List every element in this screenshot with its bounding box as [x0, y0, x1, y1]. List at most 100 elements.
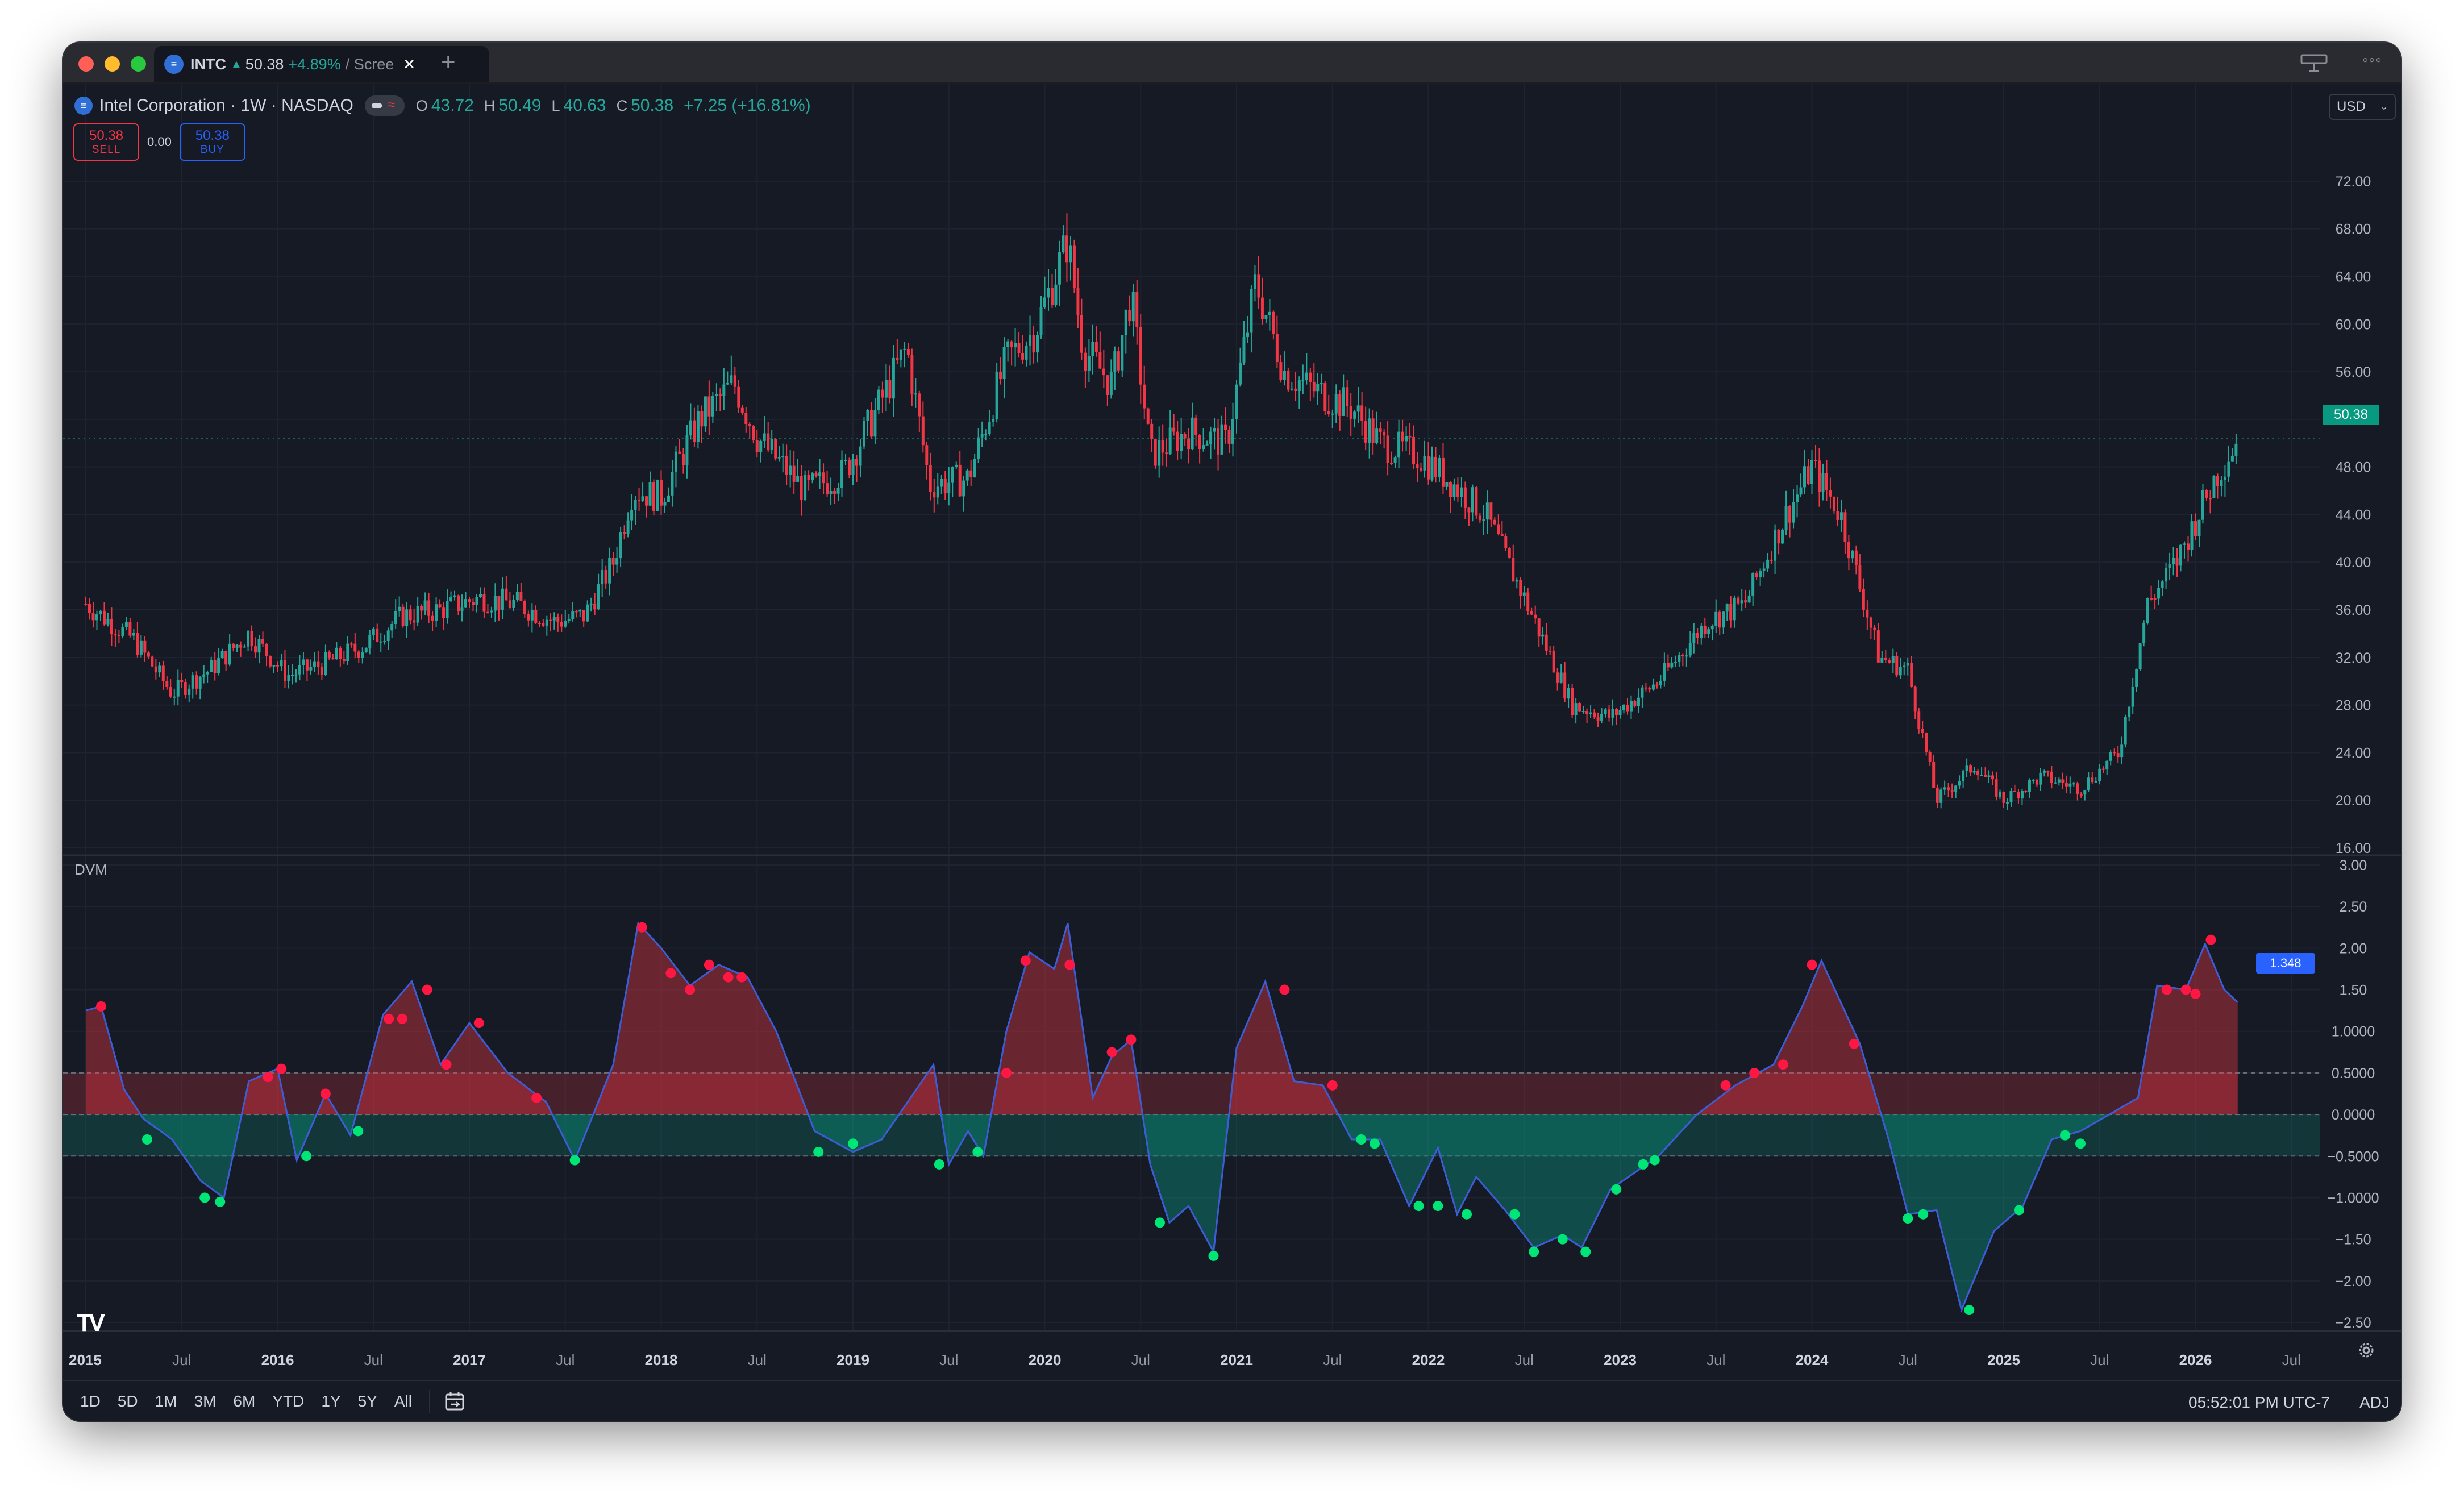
candle-body [2079, 794, 2083, 796]
layout-icon[interactable] [2300, 53, 2328, 73]
candle-body [346, 643, 349, 662]
candle-body [578, 610, 582, 612]
dvm-tick-label: −2.00 [2335, 1274, 2371, 1289]
candle-body [121, 627, 124, 636]
candle-body [523, 601, 526, 614]
range-1d[interactable]: 1D [80, 1392, 101, 1410]
candle-body [1969, 765, 1972, 773]
candle-body [2017, 791, 2020, 799]
candle-body [2013, 791, 2016, 792]
currency-selector[interactable]: USD ⌄ [2329, 94, 2396, 120]
candle-body [1854, 550, 1858, 565]
candle-body [1917, 711, 1921, 729]
time-tick-label: Jul [172, 1351, 191, 1368]
candle-body [1493, 519, 1496, 525]
candle-body [763, 433, 766, 441]
new-tab-icon[interactable]: + [441, 48, 456, 76]
minimize-window-button[interactable] [105, 56, 120, 72]
candle-body [1925, 733, 1928, 752]
candle-body [1260, 297, 1264, 319]
candle-body [925, 445, 929, 465]
candle-body [313, 661, 316, 667]
dvm-cold-dot [2014, 1205, 2024, 1216]
dvm-tick-label: −0.5000 [2327, 1149, 2379, 1164]
candle-body [1434, 456, 1437, 477]
time-tick-label: Jul [1707, 1351, 1725, 1368]
candle-body [1987, 775, 1991, 777]
candle-body [261, 639, 265, 644]
sell-button[interactable]: 50.38 SELL [73, 123, 139, 161]
range-6m[interactable]: 6M [233, 1392, 256, 1410]
tab-close-icon[interactable]: ✕ [403, 55, 416, 73]
range-1m[interactable]: 1M [155, 1392, 177, 1410]
candle-body [1227, 430, 1231, 444]
date-range-icon[interactable] [444, 1391, 467, 1412]
candle-body [2050, 771, 2053, 783]
candle-body [1571, 688, 1574, 715]
buy-button[interactable]: 50.38 BUY [179, 123, 245, 161]
dvm-cold-dot [1529, 1246, 1539, 1257]
candle-body [2024, 791, 2028, 792]
candle-body [206, 672, 209, 675]
candle-body [1017, 343, 1021, 353]
legend-toggle-button[interactable]: ≈ [364, 95, 405, 116]
candle-body [1954, 785, 1958, 792]
candle-body [851, 458, 855, 475]
range-5y[interactable]: 5Y [357, 1392, 377, 1410]
range-1y[interactable]: 1Y [321, 1392, 341, 1410]
candle-body [755, 440, 759, 452]
chart-legend: ≡ Intel Corporation · 1W · NASDAQ ≈ O 43.… [74, 93, 821, 119]
candle-body [2120, 744, 2124, 758]
dvm-hot-dot [1849, 1038, 1859, 1049]
candle-body [1456, 484, 1459, 497]
candle-body [1054, 284, 1058, 305]
range-all[interactable]: All [394, 1392, 412, 1410]
sell-label: SELL [91, 144, 121, 156]
candle-body [826, 483, 829, 494]
more-options-icon[interactable]: ◦◦◦ [2362, 51, 2382, 69]
close-window-button[interactable] [78, 56, 94, 72]
dvm-hot-dot [1327, 1080, 1338, 1091]
range-5d[interactable]: 5D [117, 1392, 138, 1410]
candle-body [1072, 245, 1076, 288]
range-ytd[interactable]: YTD [272, 1392, 305, 1410]
candle-body [280, 660, 283, 667]
tradingview-logo-icon[interactable]: TV [77, 1309, 105, 1337]
candle-body [2083, 790, 2087, 795]
candle-body [449, 597, 453, 601]
candle-body [99, 610, 102, 615]
candle-body [1626, 705, 1629, 712]
candle-body [2205, 490, 2208, 498]
candle-body [147, 652, 150, 657]
app-window: ≡ INTC ▲ 50.38 +4.89% / Scree ✕ + ◦◦◦ 16… [63, 43, 2401, 1421]
candle-body [1972, 771, 1976, 773]
candle-body [2212, 476, 2216, 498]
indicator-name[interactable]: DVM [74, 861, 107, 878]
candle-body [1180, 434, 1183, 451]
maximize-window-button[interactable] [131, 56, 146, 72]
chart-area[interactable]: 16.00 20.00 24.00 28.00 32.00 36.00 40.00 44.00… [63, 84, 2401, 1421]
candle-body [1087, 356, 1091, 371]
candle-body [1851, 550, 1854, 559]
symbol-title[interactable]: Intel Corporation · 1W · NASDAQ [99, 96, 353, 115]
candle-body [1781, 530, 1784, 544]
clock[interactable]: 05:52:01 PM UTC-7 [2188, 1393, 2330, 1411]
time-tick-label: 2016 [261, 1351, 294, 1368]
candle-body [899, 349, 902, 361]
candle-body [641, 496, 644, 501]
range-3m[interactable]: 3M [194, 1392, 217, 1410]
sell-price: 50.38 [89, 128, 124, 143]
tab-intc[interactable]: ≡ INTC ▲ 50.38 +4.89% / Scree ✕ [154, 46, 489, 82]
candle-body [534, 610, 538, 623]
candle-body [848, 460, 851, 475]
symbol-logo-icon: ≡ [74, 97, 93, 115]
settings-gear-icon[interactable] [2357, 1341, 2375, 1359]
spread-value: 0.00 [147, 135, 172, 149]
candle-body [342, 659, 346, 662]
chart-canvas[interactable]: 16.00 20.00 24.00 28.00 32.00 36.00 40.00 44.00… [63, 84, 2401, 1379]
candle-body [1205, 444, 1209, 446]
dvm-cold-dot [1370, 1138, 1380, 1149]
candle-body [1102, 368, 1105, 376]
adj-toggle[interactable]: ADJ [2359, 1393, 2390, 1411]
dvm-hot-dot [1749, 1067, 1760, 1078]
